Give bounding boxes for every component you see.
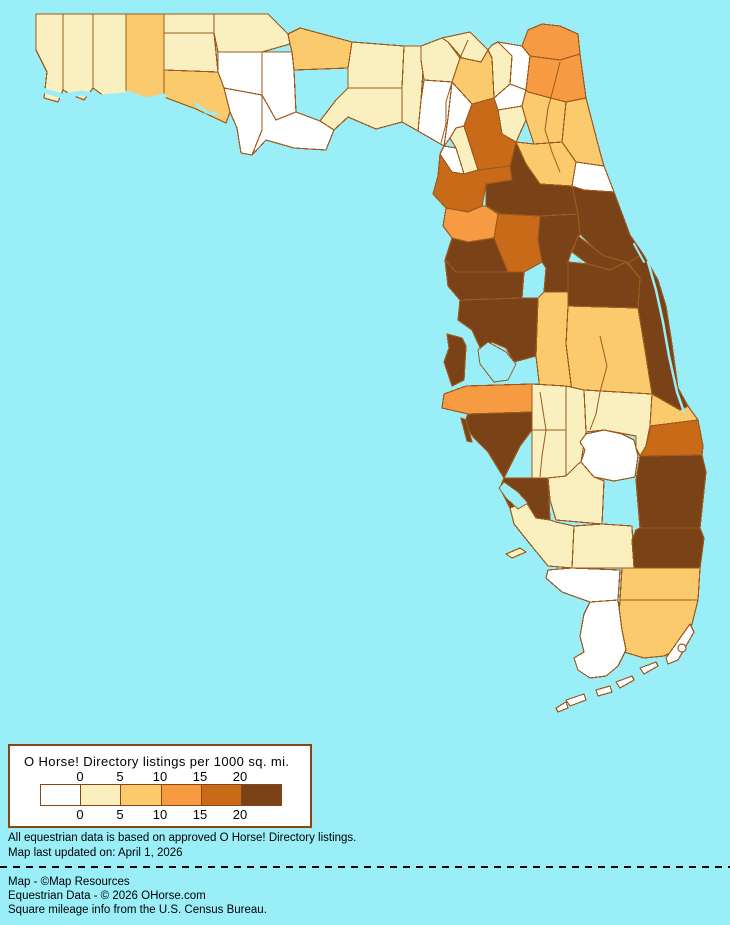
monroe-keys-island <box>565 693 587 707</box>
monroe-keys-island <box>615 675 635 689</box>
county-okaloosa <box>92 13 127 97</box>
mosquito-lagoon <box>633 243 645 263</box>
dashed-separator <box>0 866 730 868</box>
county-orange <box>567 261 641 309</box>
legend-ramp <box>40 784 282 806</box>
county-santa-rosa <box>62 13 94 101</box>
legend-swatch <box>81 785 122 805</box>
county-pinellas <box>443 333 467 387</box>
legend-tick: 5 <box>116 807 124 822</box>
barrier-island <box>460 417 473 443</box>
legend-ticks-bottom: 0 5 10 15 20 <box>10 807 310 822</box>
county-okeechobee <box>583 389 653 457</box>
map-credit: Map - ©Map Resources <box>8 876 130 888</box>
legend-tick: 15 <box>192 769 208 784</box>
county-hillsborough <box>457 297 539 363</box>
county-palm-beach <box>631 527 705 569</box>
county-martin <box>635 454 707 529</box>
county-glades <box>547 461 605 525</box>
monroe-keys-island <box>639 661 659 675</box>
data-source-note: All equestrian data is based on approved… <box>8 832 357 844</box>
county-broward <box>619 567 701 601</box>
legend-tick: 20 <box>232 769 248 784</box>
indian-river-lagoon <box>646 260 686 414</box>
legend-ticks-top: 0 5 10 15 20 <box>10 769 310 784</box>
legend-swatch <box>41 785 82 805</box>
charlotte-harbor <box>498 481 529 510</box>
legend-tick: 20 <box>232 807 248 822</box>
census-credit: Square mileage info from the U.S. Census… <box>8 904 267 916</box>
legend: O Horse! Directory listings per 1000 sq.… <box>8 744 312 828</box>
choctawhatchee-bay <box>124 90 167 103</box>
legend-title: O Horse! Directory listings per 1000 sq.… <box>24 754 290 769</box>
peace-river <box>539 391 547 478</box>
county-osceola <box>565 305 653 395</box>
county-holmes <box>163 13 215 34</box>
legend-swatch <box>241 785 282 805</box>
county-franklin <box>251 94 335 156</box>
monroe-keys-island <box>677 643 687 653</box>
legend-tick: 5 <box>116 769 124 784</box>
county-desoto <box>531 429 567 479</box>
county-citrus <box>442 205 499 243</box>
county-hendry <box>571 523 635 569</box>
county-walton <box>125 13 165 102</box>
kissimmee-river <box>589 335 608 431</box>
tampa-bay <box>477 341 517 383</box>
monroe-keys-island <box>555 701 569 713</box>
county-leon <box>347 41 405 89</box>
barrier-island <box>505 547 527 559</box>
legend-tick: 10 <box>152 807 168 822</box>
legend-tick: 0 <box>76 807 84 822</box>
county-pasco <box>444 259 525 301</box>
county-hardee <box>531 383 567 431</box>
monroe-keys-island <box>595 685 613 697</box>
legend-swatch <box>121 785 162 805</box>
legend-tick: 15 <box>192 807 208 822</box>
legend-tick: 10 <box>152 769 168 784</box>
st-andrews-bay <box>194 102 218 116</box>
legend-swatch <box>201 785 242 805</box>
county-monroe-mainland <box>573 599 627 679</box>
legend-swatch <box>161 785 202 805</box>
lake-okeechobee <box>579 429 639 482</box>
suwannee-river <box>440 39 469 144</box>
last-updated-note: Map last updated on: April 1, 2026 <box>8 847 183 859</box>
county-washington <box>163 32 219 73</box>
pensacola-bay <box>39 87 127 100</box>
st-johns-river <box>544 61 561 173</box>
county-gadsden <box>287 27 353 71</box>
legend-tick: 0 <box>76 769 84 784</box>
county-jackson <box>213 13 291 53</box>
equestrian-data-credit: Equestrian Data - © 2026 OHorse.com <box>8 890 206 902</box>
